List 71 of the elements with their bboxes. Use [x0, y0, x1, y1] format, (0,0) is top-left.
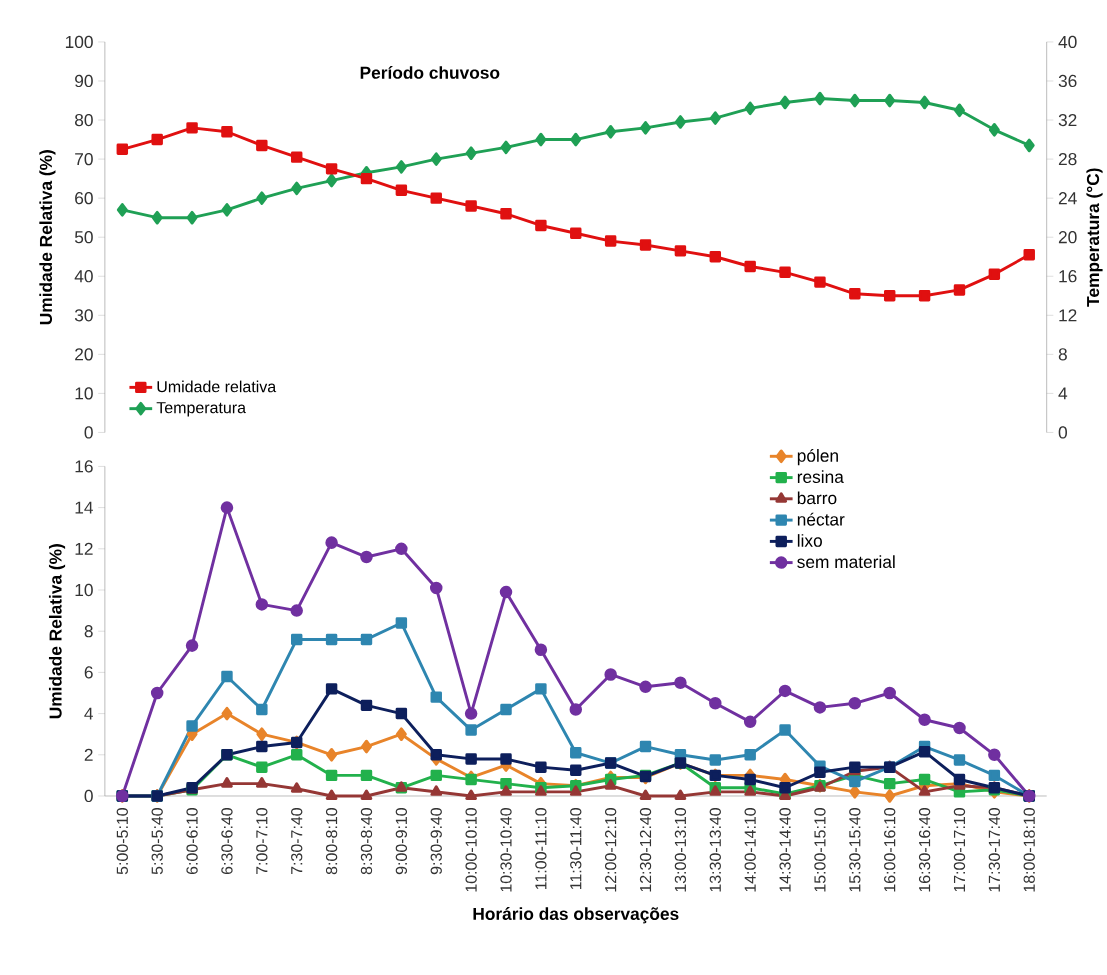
x-tick-label: 16:00-16:10: [884, 808, 896, 892]
x-tick-label: 6:00-6:10: [186, 808, 198, 875]
y-axis-title: Umidade Relativa (%): [48, 544, 66, 719]
x-tick-label: 11:00-11:10: [535, 808, 547, 890]
y-tick-label: 60: [75, 192, 93, 205]
y-tick-label: 80: [75, 114, 93, 127]
y2-tick-label: 32: [1058, 114, 1077, 127]
y-tick-label: 14: [75, 501, 93, 514]
y-tick-label: 8: [84, 625, 93, 638]
y2-tick-label: 40: [1058, 35, 1077, 49]
x-tick-label: 7:00-7:10: [256, 808, 268, 875]
x-tick-label: 13:30-13:40: [709, 808, 721, 892]
x-tick-label: 17:30-17:40: [988, 808, 1000, 892]
y-tick-label: 30: [74, 309, 93, 322]
x-tick-label: 11:30-11:40: [570, 808, 582, 890]
y-tick-label: 50: [74, 231, 93, 244]
x-tick-label: 12:00-12:10: [605, 808, 617, 892]
x-tick-label: 5:00-5:10: [116, 808, 128, 875]
x-tick-label: 18:00-18:10: [1023, 808, 1035, 892]
x-tick-label: 7:30-7:40: [291, 808, 303, 875]
x-tick-label: 6:30-6:40: [221, 808, 233, 875]
x-tick-label: 16:30-16:40: [918, 808, 931, 892]
y2-tick-label: 8: [1058, 348, 1067, 361]
y-tick-label: 40: [74, 270, 93, 283]
y-tick-label: 6: [84, 666, 93, 679]
x-tick-label: 15:00-15:10: [814, 808, 826, 892]
y2-axis-title: Temperatura (°C): [1086, 168, 1103, 307]
y2-tick-label: 4: [1058, 387, 1068, 400]
x-tick-label: 15:30-15:40: [849, 808, 861, 892]
y-tick-label: 90: [75, 74, 93, 88]
legend-label: sem material: [797, 555, 895, 569]
y-tick-label: 12: [75, 542, 93, 555]
legend-label: Umidade relativa: [157, 380, 277, 393]
y-tick-label: 10: [75, 583, 93, 597]
x-tick-label: 5:30-5:40: [151, 808, 163, 875]
x-tick-label: 14:00-14:10: [744, 808, 756, 892]
x-tick-label: 8:00-8:10: [325, 808, 338, 875]
y-tick-label: 0: [84, 426, 93, 439]
legend-label: lixo: [797, 534, 822, 547]
x-tick-label: 14:30-14:40: [779, 808, 791, 892]
x-tick-label: 8:30-8:40: [360, 808, 373, 875]
y-tick-label: 16: [75, 460, 93, 473]
x-tick-label: 10:00-10:10: [465, 808, 477, 892]
y2-tick-label: 24: [1058, 192, 1077, 205]
y-tick-label: 0: [84, 789, 93, 803]
x-tick-label: 9:00-9:10: [395, 808, 408, 875]
y-tick-label: 2: [84, 748, 93, 761]
y-tick-label: 4: [84, 707, 93, 720]
x-tick-label: 13:00-13:10: [674, 808, 687, 892]
y2-tick-label: 20: [1058, 231, 1077, 244]
x-tick-label: 9:30-9:40: [430, 808, 442, 875]
legend-label: resina: [797, 470, 844, 484]
legend-label: néctar: [797, 512, 845, 526]
x-tick-label: 17:00-17:10: [953, 808, 966, 892]
y2-tick-label: 12: [1059, 309, 1077, 322]
y2-tick-label: 16: [1059, 270, 1077, 283]
y-tick-label: 10: [75, 387, 93, 400]
y2-tick-label: 0: [1058, 426, 1067, 439]
x-axis-title: Horário das observações: [473, 907, 679, 924]
y-tick-label: 100: [65, 35, 93, 49]
legend-label: Temperatura: [156, 402, 246, 417]
legend-label: barro: [797, 491, 837, 505]
y-axis-title: Umidade Relativa (%): [39, 150, 56, 325]
x-tick-label: 12:30-12:40: [639, 808, 652, 892]
y-tick-label: 70: [75, 153, 93, 166]
y2-tick-label: 36: [1058, 74, 1077, 88]
x-tick-label: 10:30-10:40: [500, 808, 512, 892]
text: Período chuvoso: [360, 66, 500, 79]
legend-label: pólen: [797, 449, 838, 466]
y2-tick-label: 28: [1058, 153, 1077, 166]
y-tick-label: 20: [75, 348, 93, 361]
